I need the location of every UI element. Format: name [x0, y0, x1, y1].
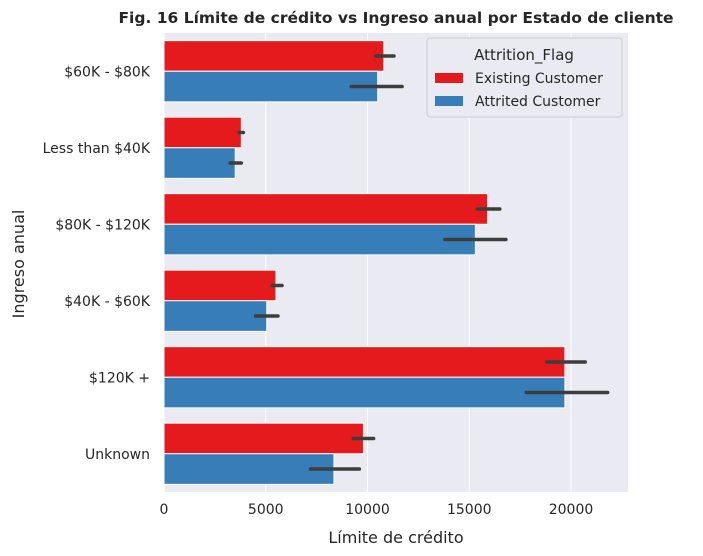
x-axis-label: Límite de crédito — [328, 528, 463, 547]
y-tick-label: Unknown — [85, 447, 150, 463]
legend: Attrition_Flag Existing Customer Attrite… — [426, 37, 623, 118]
legend-title: Attrition_Flag — [474, 46, 574, 65]
bar — [163, 269, 277, 302]
y-tick-label: $40K - $60K — [64, 294, 151, 310]
y-tick-label: $120K + — [89, 370, 150, 386]
y-axis-label: Ingreso anual — [9, 210, 28, 319]
bar — [163, 70, 379, 103]
error-bars — [228, 54, 610, 471]
bar — [163, 223, 476, 256]
x-tick-label: 0 — [160, 502, 169, 518]
x-tick-label: 10000 — [345, 502, 390, 518]
bar — [163, 300, 268, 332]
chart-title: Fig. 16 Límite de crédito vs Ingreso anu… — [118, 9, 673, 27]
x-tick-label: 20000 — [549, 502, 594, 518]
x-tick-label: 5000 — [248, 502, 284, 518]
y-tick-label: $60K - $80K — [64, 64, 151, 80]
legend-swatch-attrited — [435, 96, 463, 106]
y-tick-label: $80K - $120K — [55, 217, 150, 233]
bar — [163, 422, 364, 455]
x-tick-label: 15000 — [447, 502, 492, 518]
bar — [163, 193, 489, 225]
y-tick-label: Less than $40K — [43, 141, 151, 157]
bar — [163, 147, 236, 179]
bar — [163, 40, 385, 72]
bar — [163, 376, 566, 409]
y-tick-labels: $60K - $80K Less than $40K $80K - $120K $40… — [43, 64, 151, 463]
bar — [163, 453, 335, 485]
x-tick-labels: 0 5000 10000 15000 20000 — [160, 502, 594, 518]
legend-box — [426, 37, 623, 118]
legend-label-attrited: Attrited Customer — [475, 94, 601, 110]
bars — [163, 40, 566, 485]
bar — [163, 346, 566, 378]
legend-label-existing: Existing Customer — [475, 71, 603, 87]
bar — [163, 116, 242, 149]
legend-swatch-existing — [435, 73, 463, 83]
